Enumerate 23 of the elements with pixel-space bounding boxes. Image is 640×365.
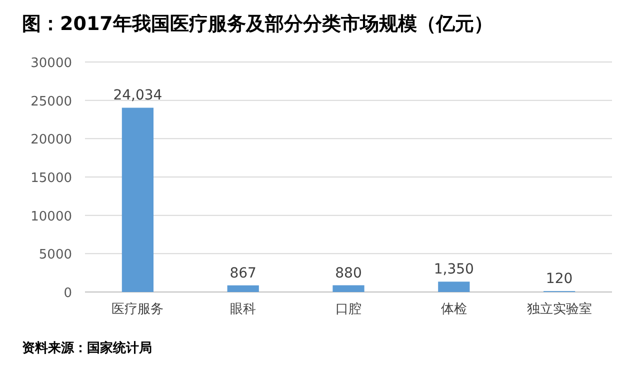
bar (438, 282, 470, 292)
y-tick-label: 5000 (38, 248, 72, 263)
x-tick-label: 眼科 (230, 302, 256, 317)
x-tick-label: 口腔 (336, 302, 362, 317)
x-tick-label: 医疗服务 (112, 302, 164, 317)
y-tick-label: 30000 (30, 56, 72, 71)
y-tick-label: 15000 (30, 171, 72, 186)
data-label: 24,034 (113, 88, 162, 104)
bar (227, 285, 259, 292)
bar (332, 285, 364, 292)
data-label: 880 (335, 265, 362, 282)
y-tick-label: 25000 (30, 94, 72, 110)
text: 资料来源：国家统计局 (22, 340, 152, 356)
x-tick-label: 独立实验室 (526, 301, 592, 317)
y-tick-label: 0 (64, 286, 72, 301)
data-label: 867 (230, 265, 256, 282)
data-label: 120 (546, 271, 573, 288)
bar (122, 108, 154, 292)
y-tick-label: 10000 (30, 209, 72, 224)
data-label: 1,350 (434, 262, 474, 278)
y-tick-label: 20000 (30, 132, 72, 148)
x-tick-label: 体检 (440, 302, 467, 317)
chart-title: 图：2017年我国医疗服务及部分分类市场规模（亿元） (22, 13, 493, 35)
